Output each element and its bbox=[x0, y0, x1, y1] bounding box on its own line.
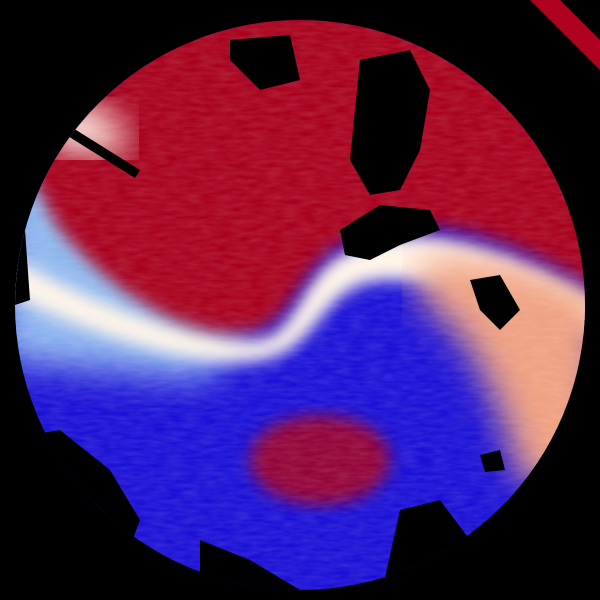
adjacent-sweep-fragment bbox=[530, 0, 600, 70]
